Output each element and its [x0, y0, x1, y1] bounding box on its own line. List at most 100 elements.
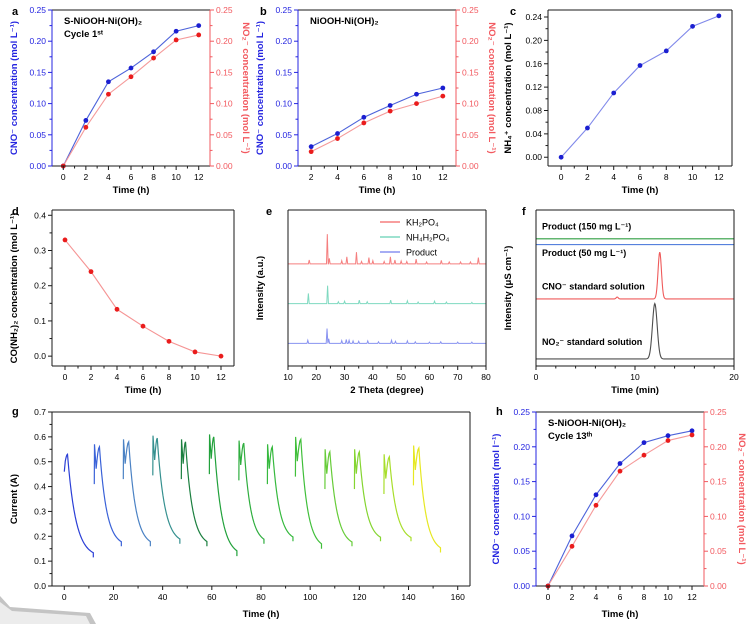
x-tick-label: 2: [89, 372, 94, 382]
y-tick-label-right: 0.05: [216, 130, 233, 140]
y-axis-label-left: Intensity (a.u.): [255, 256, 266, 320]
y-axis-label-right: NO₂⁻ concentration (mol L⁻¹): [736, 433, 746, 564]
series-marker-a-0: [83, 118, 89, 123]
series-marker-d-0: [218, 353, 224, 359]
series-marker-c-0: [611, 90, 617, 96]
panel-g-letter: g: [12, 406, 19, 418]
panel-b-letter: b: [260, 6, 267, 18]
series-marker-a-0: [128, 65, 134, 71]
series-marker-h-0: [689, 428, 695, 434]
panel-h-letter: h: [496, 406, 503, 418]
x-tick-label: 2: [309, 172, 314, 182]
chart-d: 0 2 4 6 8 10 12 0.0 0.1 0.2 0.3 0.4 Time (h) CO(NH₂)₂…: [9, 209, 235, 396]
x-tick-label: 70: [453, 372, 463, 382]
x-axis-label: Time (h): [622, 185, 659, 196]
series-marker-d-0: [88, 269, 94, 275]
chart-h: 0 2 4 6 8 10 12 0.00 0.00 0.05 0.05 0.10 0.10 0.15 0.1…: [491, 407, 746, 620]
x-tick-label: 8: [167, 372, 172, 382]
series-line-b-0: [310, 87, 443, 148]
cycle-curve-12: [383, 454, 412, 542]
series-marker-b-0: [387, 103, 393, 108]
series-marker-c-0: [558, 154, 564, 160]
x-tick-label: 12: [438, 172, 448, 182]
panel-c-letter: c: [510, 6, 517, 18]
series-marker-c-0: [690, 23, 695, 29]
series-marker-b-1: [387, 108, 393, 114]
y-tick-label-left: 0.05: [29, 130, 46, 140]
x-tick-label: 50: [396, 372, 406, 382]
y-tick-label-left: 0.25: [29, 5, 46, 15]
series-marker-h-1: [617, 468, 623, 474]
x-tick-label: 100: [303, 592, 317, 602]
chart-f: Product (150 mg L⁻¹) Product (50 mg L⁻¹) C…: [503, 209, 739, 396]
x-tick-label: 60: [207, 592, 217, 602]
cycle-curve-1: [63, 452, 94, 558]
y-tick-label-right: 0.25: [710, 407, 727, 417]
series-marker-a-1: [173, 37, 179, 43]
x-tick-label: 40: [158, 592, 168, 602]
y-tick-label-left: 0.00: [525, 152, 542, 162]
x-tick-label: 0: [559, 172, 564, 182]
panel-e: e KH₂PO₄ NH₄H₂PO₄ Product 10 20 30 40 50 60 70 80 2 …: [252, 202, 496, 398]
y-tick-label-right: 0.05: [462, 130, 479, 140]
plot-subtitle: Cycle 1ˢᵗ: [64, 29, 104, 40]
y-axis-label-left: CO(NH₂)₂ concentration (mol L⁻¹): [9, 213, 20, 364]
y-tick-label-left: 0.7: [34, 407, 46, 417]
cycle-curve-9: [294, 436, 323, 549]
series-marker-c-0: [637, 63, 643, 68]
panel-b: b 2 4 6 8 10 12 0.00 0.00 0.05 0.05 0.10 0.10 0.15 0.1…: [252, 2, 496, 198]
x-tick-label: 10: [283, 372, 293, 382]
y-tick-label-left: 0.05: [513, 546, 530, 556]
x-tick-label: 6: [361, 172, 366, 182]
series-marker-b-0: [361, 114, 367, 120]
series-line-b-1: [310, 95, 443, 153]
series-marker-b-0: [440, 85, 446, 91]
x-tick-label: 20: [729, 372, 739, 382]
series-line-h-0: [547, 430, 693, 587]
panel-a: a 0 2 4 6 8 10 12 0.00 0.00 0.05 0.05 0.10 0.10 0.15 0.…: [6, 2, 250, 198]
y-tick-label-right: 0.15: [462, 67, 479, 77]
y-tick-label-right: 0.00: [710, 581, 727, 591]
y-tick-label-left: 0.20: [513, 442, 530, 452]
cycle-curve-6: [208, 434, 238, 557]
x-tick-label: 8: [664, 172, 669, 182]
y-tick-label-left: 0.0: [34, 581, 46, 591]
series-marker-a-0: [173, 28, 179, 34]
y-tick-label-left: 0.12: [525, 82, 542, 92]
x-tick-label: 10: [688, 172, 698, 182]
plot-title: S-NiOOH-Ni(OH)₂: [548, 418, 626, 429]
plot-title: S-NiOOH-Ni(OH)₂: [64, 16, 142, 27]
series-marker-a-1: [128, 74, 134, 80]
x-tick-label: 2: [83, 172, 88, 182]
chromatogram-trace-3: [536, 302, 734, 360]
legend-label-1: NH₄H₂PO₄: [406, 233, 450, 243]
series-marker-b-0: [335, 131, 340, 136]
x-tick-label: 2: [585, 172, 590, 182]
series-marker-b-1: [308, 149, 314, 155]
y-tick-label-left: 0.10: [275, 99, 292, 109]
series-line-a-1: [62, 34, 199, 167]
y-tick-label-left: 0.15: [275, 67, 292, 77]
x-axis-label: Time (h): [113, 185, 150, 196]
y-tick-label-left: 0.1: [34, 556, 46, 566]
panel-d-letter: d: [12, 206, 19, 218]
xrd-trace-2: [288, 328, 486, 344]
y-tick-label-right: 0.00: [462, 161, 479, 171]
y-tick-label-left: 0.0: [34, 351, 46, 361]
chromatogram-trace-2: [536, 251, 734, 300]
y-tick-label-right: 0.10: [462, 99, 479, 109]
x-tick-label: 0: [61, 172, 66, 182]
x-tick-label: 20: [109, 592, 119, 602]
x-tick-label: 6: [141, 372, 146, 382]
y-tick-label-left: 0.2: [34, 281, 46, 291]
x-tick-label: 8: [151, 172, 156, 182]
series-marker-h-1: [593, 502, 599, 508]
series-marker-b-1: [335, 136, 340, 141]
panel-e-letter: e: [266, 206, 273, 218]
series-marker-d-0: [114, 306, 120, 312]
plot-title: NiOOH-Ni(OH)₂: [310, 16, 379, 27]
y-tick-label-left: 0.3: [34, 506, 46, 516]
x-tick-label: 160: [451, 592, 465, 602]
series-line-c-0: [560, 15, 720, 158]
y-tick-label-left: 0.15: [29, 67, 46, 77]
